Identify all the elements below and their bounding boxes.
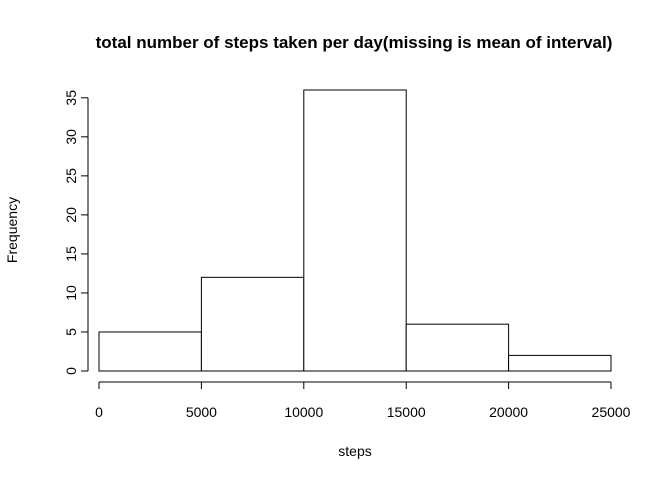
histogram-bar-3 (405, 323, 510, 372)
y-tick-label-1: 5 (63, 328, 79, 336)
x-tick-label-2: 10000 (284, 404, 323, 420)
y-axis-label: Frequency (4, 197, 20, 263)
histogram-bar-4 (508, 354, 612, 372)
bars-group (98, 89, 612, 372)
y-tick-label-2: 10 (63, 285, 79, 301)
y-tick-label-0: 0 (63, 367, 79, 375)
y-tick-label-3: 15 (63, 246, 79, 262)
x-tick-label-0: 0 (95, 404, 103, 420)
y-tick-label-5: 25 (63, 168, 79, 184)
x-axis: 0 5000 10000 15000 20000 25000 (95, 381, 631, 420)
y-axis: 0 5 10 15 20 25 30 35 (63, 90, 89, 375)
x-tick-label-1: 5000 (186, 404, 217, 420)
chart-title: total number of steps taken per day(miss… (96, 33, 613, 52)
histogram-bar-1 (200, 276, 305, 372)
x-tick-label-4: 20000 (489, 404, 528, 420)
histogram-bar-2 (303, 89, 407, 372)
y-tick-label-6: 30 (63, 129, 79, 145)
y-tick-label-4: 20 (63, 207, 79, 223)
y-tick-label-7: 35 (63, 90, 79, 106)
x-tick-label-3: 15000 (387, 404, 426, 420)
x-tick-label-5: 25000 (592, 404, 631, 420)
x-axis-label: steps (338, 443, 371, 459)
histogram-bar-0 (98, 331, 202, 372)
